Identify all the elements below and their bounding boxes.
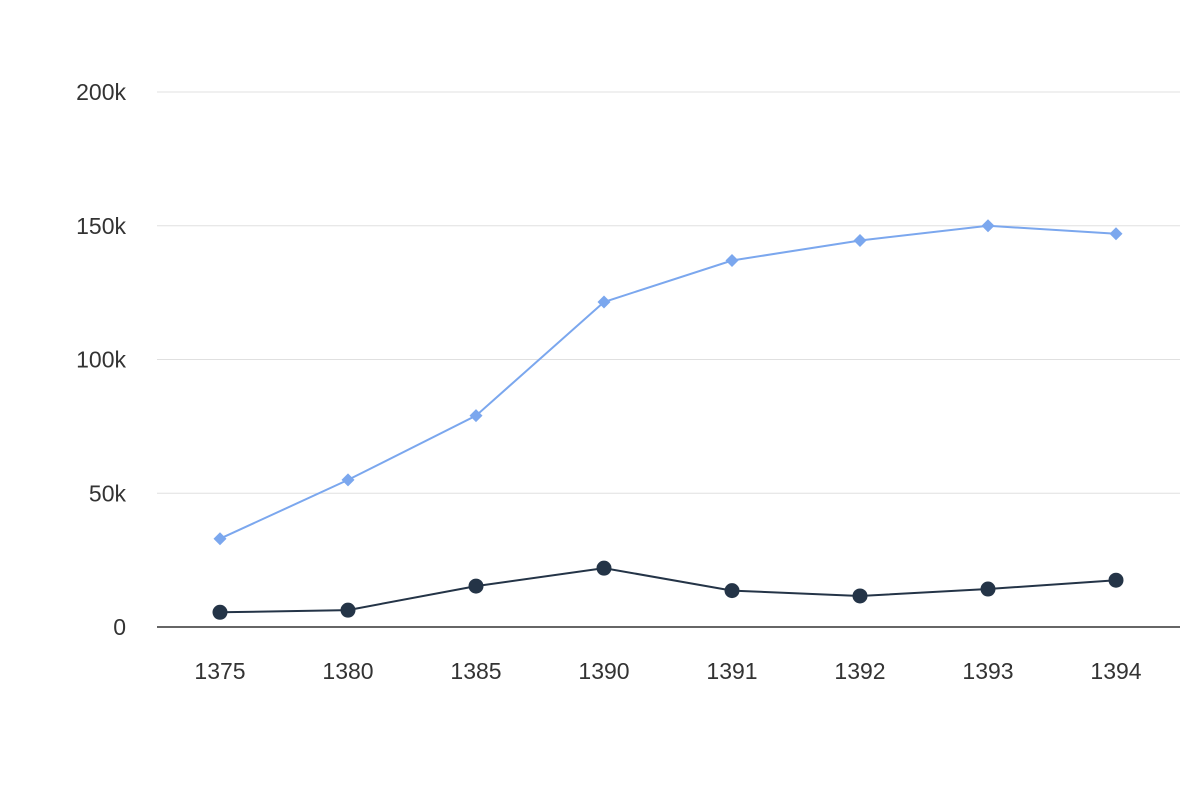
data-point[interactable]: [341, 473, 355, 487]
y-tick-label: 150k: [76, 213, 126, 239]
series-line: [219, 567, 1117, 614]
series-1: [213, 219, 1123, 546]
data-point[interactable]: [596, 560, 612, 576]
y-tick-label: 50k: [89, 480, 127, 506]
series-line: [219, 224, 1117, 540]
x-tick-label: 1392: [834, 658, 885, 684]
x-tick-label: 1391: [706, 658, 757, 684]
series-layer: [212, 219, 1124, 620]
x-tick-label: 1394: [1090, 658, 1141, 684]
series-2: [212, 560, 1124, 620]
data-point[interactable]: [1109, 227, 1123, 241]
data-point[interactable]: [340, 602, 356, 618]
data-point[interactable]: [725, 254, 739, 268]
x-tick-label: 1380: [322, 658, 373, 684]
x-tick-label: 1375: [194, 658, 245, 684]
data-point[interactable]: [213, 532, 227, 546]
data-point[interactable]: [597, 295, 611, 309]
data-point[interactable]: [212, 604, 228, 620]
data-point[interactable]: [852, 588, 868, 604]
data-point[interactable]: [469, 409, 483, 423]
x-tick-label: 1385: [450, 658, 501, 684]
y-tick-label: 200k: [76, 79, 126, 105]
y-tick-label: 0: [113, 614, 126, 640]
data-point[interactable]: [981, 219, 995, 233]
data-point[interactable]: [468, 578, 484, 594]
y-tick-label: 100k: [76, 347, 126, 373]
y-axis-ticks: 0 50k 100k 150k 200k: [76, 79, 126, 640]
data-point[interactable]: [853, 233, 867, 247]
x-tick-label: 1393: [962, 658, 1013, 684]
x-axis-ticks: 1375 1380 1385 1390 1391 1392 1393 1394: [194, 658, 1141, 684]
data-point[interactable]: [724, 583, 740, 599]
data-point[interactable]: [1108, 572, 1124, 588]
x-tick-label: 1390: [578, 658, 629, 684]
gridlines: [157, 91, 1180, 494]
data-point[interactable]: [980, 581, 996, 597]
